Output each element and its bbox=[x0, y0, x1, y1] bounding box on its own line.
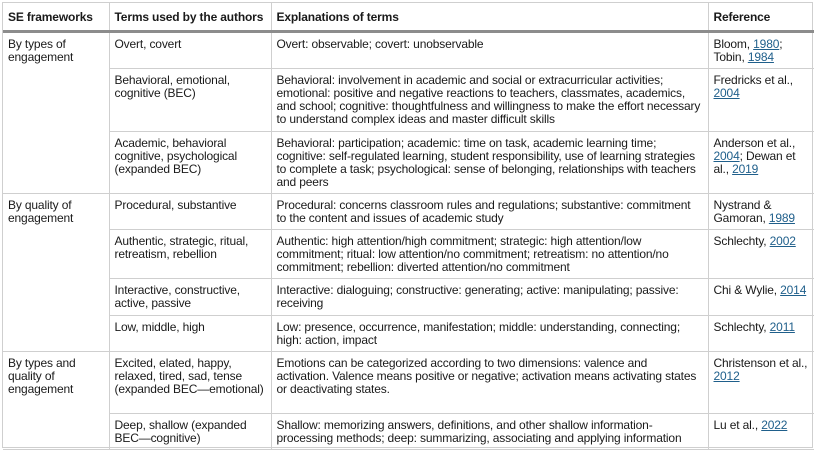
table-row: By types and quality of engagement Excite… bbox=[3, 351, 814, 450]
reference-year-link[interactable]: 2014 bbox=[780, 283, 807, 297]
reference-year-link[interactable]: 2011 bbox=[769, 320, 795, 334]
terms-cell: Interactive, constructive, active, passi… bbox=[109, 278, 272, 316]
reference-text: Bloom, bbox=[713, 37, 754, 51]
table-row: Deep, shallow (expanded BEC—cognitive) Sh… bbox=[3, 413, 814, 450]
reference-cell: Schlechty, 2002 bbox=[708, 229, 814, 279]
reference-year-link[interactable]: 2012 bbox=[713, 369, 740, 383]
table-row: Behavioral, emotional, cognitive (BEC) Be… bbox=[3, 68, 814, 132]
reference-text: Lu et al., bbox=[713, 418, 762, 432]
reference-text: ; Dewan et al., bbox=[713, 149, 796, 176]
reference-text: Anderson et al., bbox=[713, 136, 796, 150]
table-row: Authentic, strategic, ritual, retreatism… bbox=[3, 229, 814, 279]
terms-cell: Low, middle, high bbox=[109, 315, 272, 352]
explanation-cell: Behavioral: participation; academic: tim… bbox=[271, 131, 709, 194]
explanation-cell: Interactive: dialoguing; constructive: g… bbox=[271, 278, 709, 316]
reference-cell: Anderson et al., 2004; Dewan et al., 201… bbox=[708, 131, 814, 194]
reference-text: Chi & Wylie, bbox=[713, 283, 781, 297]
reference-cell: Nystrand & Gamoran, 1989 bbox=[708, 193, 814, 230]
framework-cell: By types of engagement bbox=[3, 31, 110, 194]
reference-cell: Chi & Wylie, 2014 bbox=[708, 278, 814, 316]
terms-cell: Behavioral, emotional, cognitive (BEC) bbox=[109, 68, 272, 132]
reference-year-link[interactable]: 2022 bbox=[761, 418, 788, 432]
header-terms: Terms used by the authors bbox=[109, 3, 272, 33]
terms-cell: Overt, covert bbox=[109, 31, 272, 69]
reference-text: ; Tobin, bbox=[713, 37, 783, 64]
table-row: By quality of engagement Procedural, subs… bbox=[3, 193, 814, 352]
explanation-cell: Low: presence, occurrence, manifestation… bbox=[271, 315, 709, 352]
explanation-cell: Authentic: high attention/high commitmen… bbox=[271, 229, 709, 279]
terms-cell: Academic, behavioral cognitive, psycholo… bbox=[109, 131, 272, 194]
reference-year-link[interactable]: 2002 bbox=[769, 234, 796, 248]
reference-year-link[interactable]: 2004 bbox=[713, 149, 740, 163]
reference-cell: Lu et al., 2022 bbox=[708, 413, 814, 450]
reference-text: Schlechty, bbox=[713, 234, 770, 248]
reference-cell: Christenson et al., 2012 bbox=[708, 351, 814, 414]
terms-cell: Procedural, substantive bbox=[109, 193, 272, 230]
reference-cell: Schlechty, 2011 bbox=[708, 315, 814, 352]
reference-year-link[interactable]: 1980 bbox=[753, 37, 780, 51]
se-frameworks-table: SE frameworks Terms used by the authors … bbox=[2, 2, 814, 450]
framework-cell: By types and quality of engagement bbox=[3, 351, 110, 450]
reference-text: Nystrand & Gamoran, bbox=[713, 198, 772, 225]
explanation-cell: Overt: observable; covert: unobservable bbox=[271, 31, 709, 69]
terms-cell: Excited, elated, happy, relaxed, tired, … bbox=[109, 351, 272, 414]
table-row: By types of engagement Overt, covert Overt… bbox=[3, 31, 814, 194]
explanation-cell: Procedural: concerns classroom rules and… bbox=[271, 193, 709, 230]
reference-text: Schlechty, bbox=[713, 320, 770, 334]
explanation-cell: Shallow: memorizing answers, definitions… bbox=[271, 413, 709, 450]
explanation-cell: Behavioral: involvement in academic and … bbox=[271, 68, 709, 132]
explanation-cell: Emotions can be categorized according to… bbox=[271, 351, 709, 414]
terms-cell: Deep, shallow (expanded BEC—cognitive) bbox=[109, 413, 272, 450]
table-row: Interactive, constructive, active, passi… bbox=[3, 278, 814, 316]
reference-year-link[interactable]: 1989 bbox=[768, 211, 795, 225]
reference-year-link[interactable]: 2004 bbox=[713, 86, 740, 100]
framework-cell: By quality of engagement bbox=[3, 193, 110, 352]
reference-year-link[interactable]: 2019 bbox=[732, 162, 759, 176]
reference-cell: Bloom, 1980; Tobin, 1984 bbox=[708, 31, 814, 69]
header-se-frameworks: SE frameworks bbox=[3, 3, 110, 33]
reference-year-link[interactable]: 1984 bbox=[747, 50, 774, 64]
reference-cell: Fredricks et al., 2004 bbox=[708, 68, 814, 132]
header-row: SE frameworks Terms used by the authors … bbox=[3, 3, 814, 33]
reference-text: Christenson et al., bbox=[713, 356, 808, 370]
terms-cell: Authentic, strategic, ritual, retreatism… bbox=[109, 229, 272, 279]
table-row: Academic, behavioral cognitive, psycholo… bbox=[3, 131, 814, 194]
reference-text: Fredricks et al., bbox=[713, 73, 794, 87]
header-explanations: Explanations of terms bbox=[271, 3, 709, 33]
table-row: Low, middle, high Low: presence, occurren… bbox=[3, 315, 814, 352]
header-reference: Reference bbox=[708, 3, 814, 33]
